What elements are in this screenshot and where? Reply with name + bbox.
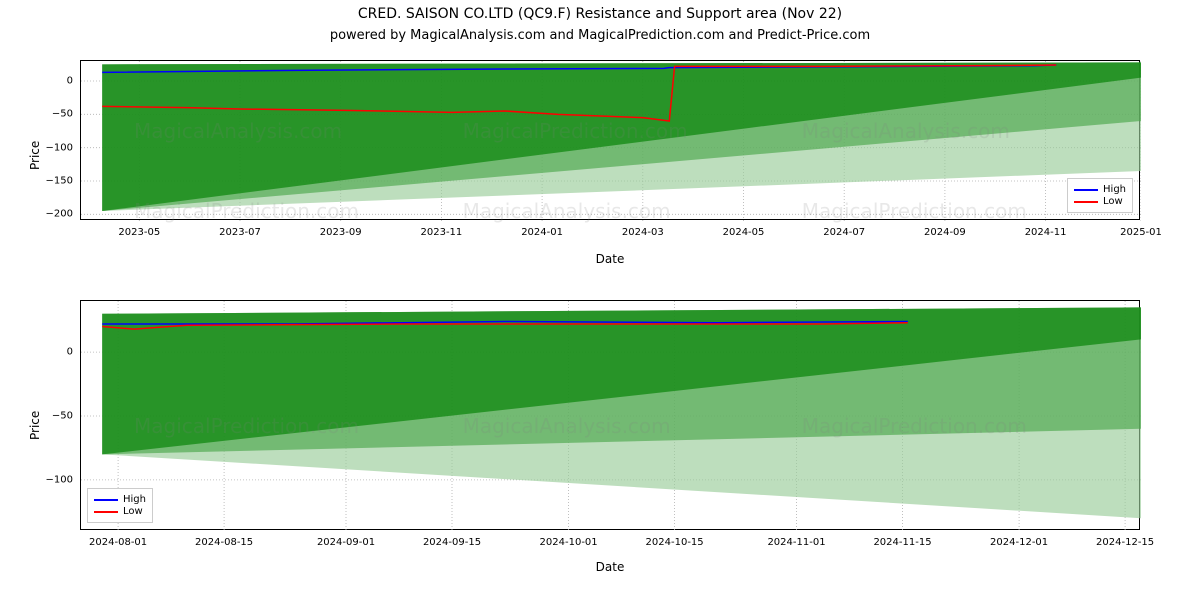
top-y-axis-label: Price — [28, 141, 42, 170]
x-tick-label: 2024-07 — [823, 227, 865, 238]
watermark-text: MagicalPrediction.com — [802, 199, 1027, 223]
x-tick-label: 2024-03 — [622, 227, 664, 238]
x-tick-label: 2024-11-01 — [767, 537, 825, 548]
bottom-y-axis-label: Price — [28, 411, 42, 440]
y-tick-label: −50 — [23, 109, 73, 120]
legend-entry-low: Low — [1074, 196, 1126, 207]
x-tick-label: 2024-01 — [521, 227, 563, 238]
bottom-chart-panel: 0−50−100 2024-08-012024-08-152024-09-012… — [80, 300, 1140, 530]
x-tick-label: 2024-09-01 — [317, 537, 375, 548]
y-tick-label: 0 — [23, 76, 73, 87]
x-tick-label: 2024-05 — [723, 227, 765, 238]
watermark-text: MagicalAnalysis.com — [463, 414, 671, 438]
top-x-axis-label: Date — [80, 252, 1140, 266]
watermark-text: MagicalPrediction.com — [134, 414, 359, 438]
x-tick-label: 2025-01 — [1120, 227, 1162, 238]
top-legend: HighLow — [1067, 178, 1133, 213]
y-tick-label: −200 — [23, 209, 73, 220]
x-tick-label: 2023-05 — [118, 227, 160, 238]
chart-subtitle: powered by MagicalAnalysis.com and Magic… — [0, 28, 1200, 43]
x-tick-label: 2024-08-15 — [195, 537, 253, 548]
legend-label-high: High — [123, 494, 146, 505]
legend-swatch-low — [94, 511, 118, 513]
x-tick-label: 2024-12-15 — [1096, 537, 1154, 548]
y-tick-label: −150 — [23, 176, 73, 187]
y-tick-label: 0 — [23, 347, 73, 358]
legend-label-low: Low — [1103, 196, 1123, 207]
top-chart-panel: 0−50−100−150−200 2023-052023-072023-0920… — [80, 60, 1140, 220]
watermark-text: MagicalAnalysis.com — [463, 199, 671, 223]
x-tick-label: 2024-10-01 — [540, 537, 598, 548]
x-tick-label: 2024-12-01 — [990, 537, 1048, 548]
x-tick-label: 2023-09 — [320, 227, 362, 238]
legend-entry-high: High — [1074, 184, 1126, 195]
x-tick-label: 2024-09-15 — [423, 537, 481, 548]
x-tick-label: 2023-07 — [219, 227, 261, 238]
bottom-legend: HighLow — [87, 488, 153, 523]
x-tick-label: 2023-11 — [420, 227, 462, 238]
watermark-text: MagicalAnalysis.com — [134, 119, 342, 143]
y-tick-label: −100 — [23, 474, 73, 485]
legend-swatch-low — [1074, 201, 1098, 203]
legend-swatch-high — [94, 499, 118, 501]
chart-title: CRED. SAISON CO.LTD (QC9.F) Resistance a… — [0, 6, 1200, 22]
watermark-text: MagicalPrediction.com — [463, 119, 688, 143]
x-tick-label: 2024-11-15 — [873, 537, 931, 548]
watermark-text: MagicalPrediction.com — [134, 199, 359, 223]
x-tick-label: 2024-08-01 — [89, 537, 147, 548]
legend-label-high: High — [1103, 184, 1126, 195]
legend-swatch-high — [1074, 189, 1098, 191]
legend-entry-low: Low — [94, 506, 146, 517]
figure: CRED. SAISON CO.LTD (QC9.F) Resistance a… — [0, 0, 1200, 600]
watermark-text: MagicalPrediction.com — [802, 414, 1027, 438]
x-tick-label: 2024-10-15 — [646, 537, 704, 548]
bottom-x-axis-label: Date — [80, 560, 1140, 574]
watermark-text: MagicalAnalysis.com — [802, 119, 1010, 143]
legend-entry-high: High — [94, 494, 146, 505]
x-tick-label: 2024-09 — [924, 227, 966, 238]
legend-label-low: Low — [123, 506, 143, 517]
x-tick-label: 2024-11 — [1025, 227, 1067, 238]
